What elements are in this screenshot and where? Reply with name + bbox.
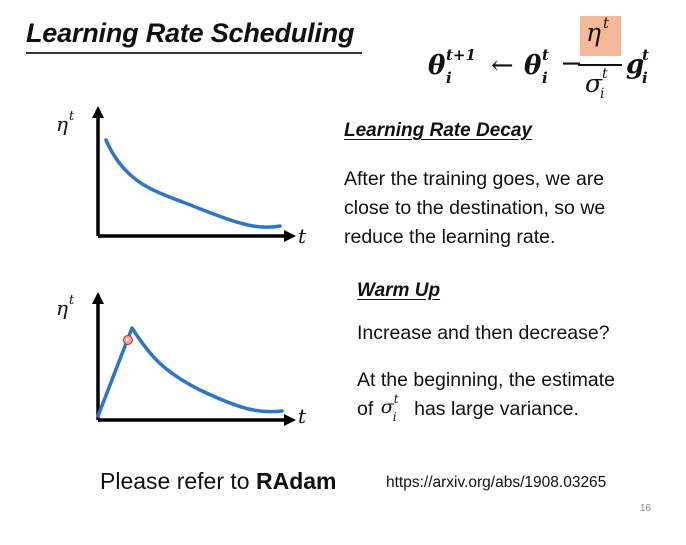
formula-eta-sup: t xyxy=(603,14,610,32)
formula-sigma: σ xyxy=(585,69,603,98)
warmup-heading: Warm Up xyxy=(357,280,441,301)
refer-prefix: Please refer to xyxy=(100,468,250,494)
formula-g-sup: t xyxy=(642,46,649,64)
graph1-decay xyxy=(92,106,296,242)
formula-theta-left: θ xyxy=(428,51,446,81)
decay-text: After the training goes, we are close to… xyxy=(344,165,605,252)
decay-line-2: close to the destination, so we xyxy=(344,197,606,219)
formula-sup-t-right: t xyxy=(542,46,549,64)
formula-minus: − xyxy=(560,48,583,79)
formula-g-sub: i xyxy=(642,69,648,87)
decay-curve xyxy=(104,138,282,229)
title-underline xyxy=(26,52,362,54)
formula-arrow: ← xyxy=(491,50,514,81)
graph2-x-label: t xyxy=(298,404,307,428)
warmup-curve xyxy=(96,326,284,418)
sigma-term: σ t i xyxy=(379,392,409,424)
graph2-warmup xyxy=(92,292,296,426)
formula-sigma-sup: t xyxy=(602,66,608,82)
graph1-x-label: t xyxy=(298,224,307,248)
pointer-cursor-icon xyxy=(123,335,133,345)
radam-url[interactable]: https://arxiv.org/abs/1908.03265 xyxy=(386,474,607,491)
graph1-y-label-sup: t xyxy=(69,109,75,124)
sigma-sub: i xyxy=(392,410,397,424)
refer-text: Please refer to RAdam xyxy=(100,468,337,495)
formula-sigma-sub: i xyxy=(600,86,605,102)
warmup-line-2: of σ t i has large variance. xyxy=(357,392,579,424)
formula-sup-t-plus-1: t+1 xyxy=(446,46,476,64)
formula-g: g xyxy=(626,50,645,80)
formula-sub-i-right: i xyxy=(542,69,548,87)
graph2-y-label-sup: t xyxy=(69,293,75,308)
warmup-question: Increase and then decrease? xyxy=(357,322,610,344)
sigma-symbol: σ xyxy=(380,396,394,418)
refer-radam: RAdam xyxy=(255,468,337,494)
decay-heading: Learning Rate Decay xyxy=(344,120,532,141)
formula-sub-i-left: i xyxy=(446,69,452,87)
graph2-x-arrow-icon xyxy=(284,414,296,426)
formula-eta: η xyxy=(586,18,601,47)
decay-line-1: After the training goes, we are xyxy=(344,168,605,190)
warmup-line-2-prefix: of xyxy=(357,398,374,420)
warmup-line-2-suffix: has large variance. xyxy=(414,398,579,420)
graph2-y-label: η xyxy=(56,296,68,320)
update-formula: θ t+1 i ← θ t i − η t σ t i g t i xyxy=(428,8,683,108)
graph2-y-arrow-icon xyxy=(92,292,104,304)
graph1-x-arrow-icon xyxy=(284,230,296,242)
fraction-bar xyxy=(578,64,622,66)
page-number: 16 xyxy=(640,503,652,514)
formula-theta-right: θ xyxy=(524,51,542,81)
sigma-sup: t xyxy=(393,392,399,406)
graph1-y-arrow-icon xyxy=(92,106,104,118)
decay-line-3: reduce the learning rate. xyxy=(344,226,556,248)
graph1-y-label: η xyxy=(56,112,68,136)
eta-highlight xyxy=(580,16,621,56)
warmup-line-1: At the beginning, the estimate xyxy=(357,369,616,391)
slide-title: Learning Rate Scheduling xyxy=(26,18,355,48)
